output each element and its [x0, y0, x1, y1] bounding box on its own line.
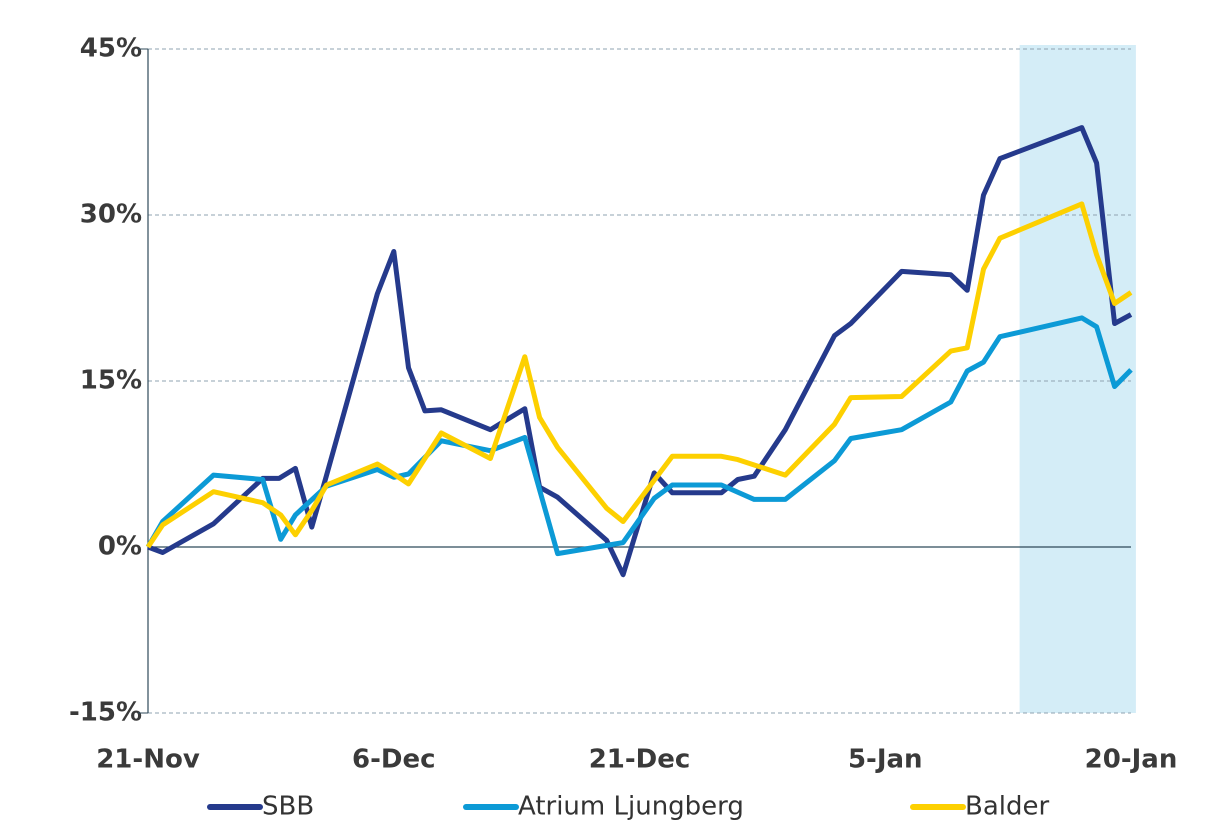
legend-label: Balder — [965, 792, 1049, 822]
y-tick-label: 0% — [98, 532, 142, 562]
y-tick-label: -15% — [69, 698, 142, 728]
highlight-band — [1019, 45, 1136, 713]
legend-label: SBB — [262, 792, 314, 822]
x-tick-label: 20-Jan — [1085, 745, 1178, 775]
x-tick-label: 21-Dec — [589, 745, 691, 775]
y-tick-label: 15% — [80, 366, 142, 396]
y-tick-label: 45% — [80, 34, 142, 64]
y-tick-label: 30% — [80, 200, 142, 230]
series-line — [145, 315, 1133, 557]
series-line — [145, 201, 1133, 549]
legend-label: Atrium Ljungberg — [518, 792, 744, 822]
x-tick-label: 6-Dec — [352, 745, 436, 775]
x-tick-label: 21-Nov — [96, 745, 200, 775]
series-line — [147, 125, 1133, 578]
x-tick-label: 5-Jan — [848, 745, 923, 775]
